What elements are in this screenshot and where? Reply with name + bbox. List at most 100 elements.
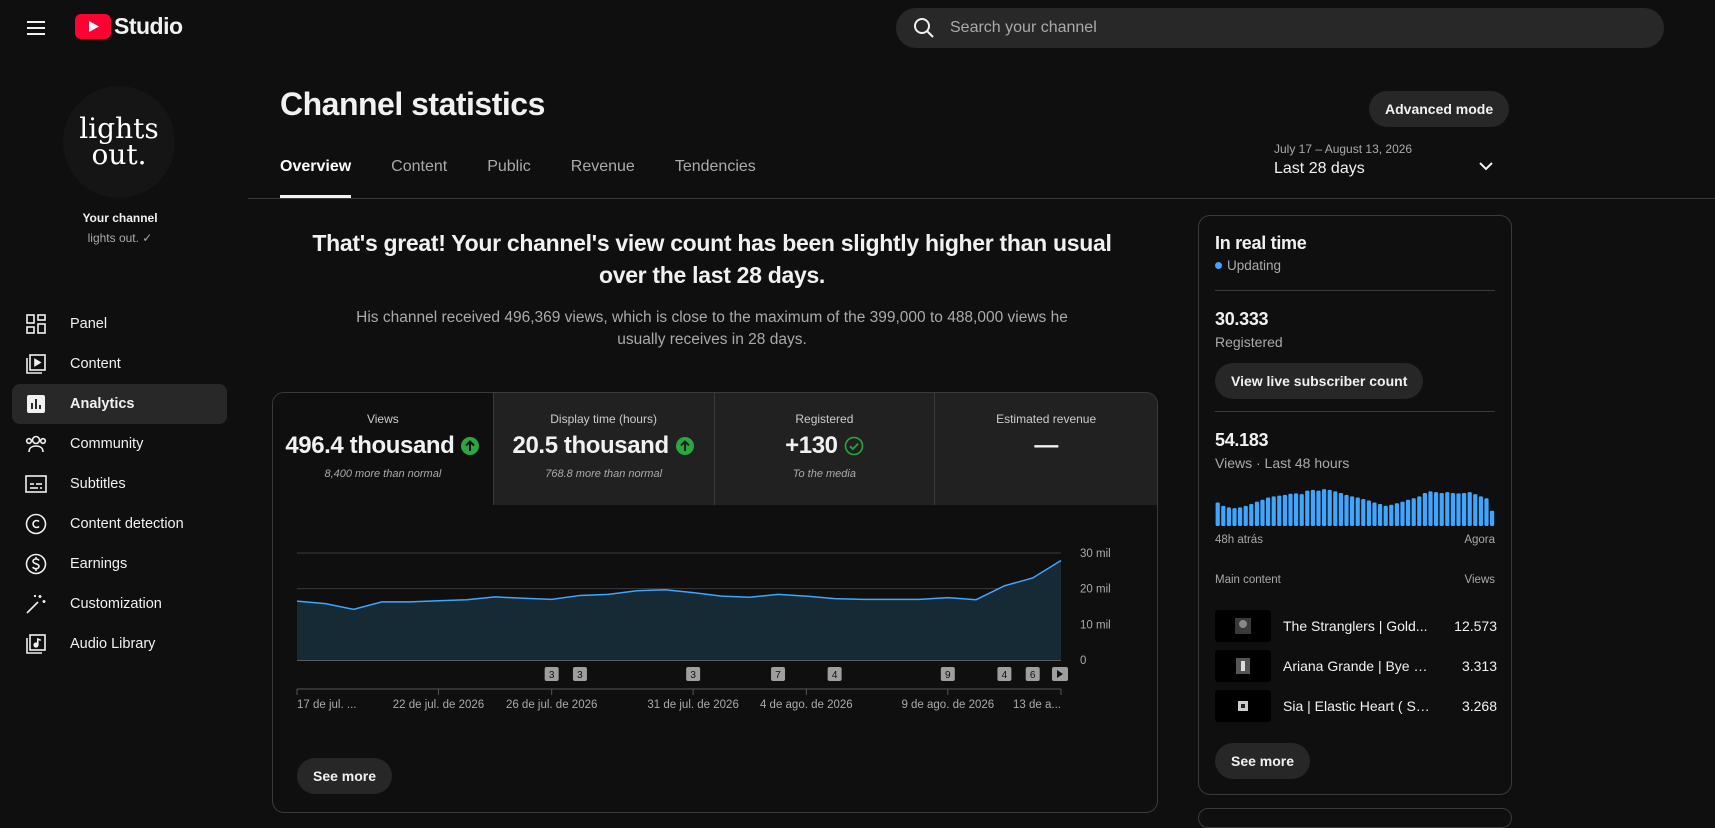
- realtime-bar: [1467, 492, 1472, 526]
- sidebar-item-label: Subtitles: [70, 476, 126, 492]
- realtime-bar: [1271, 496, 1276, 526]
- realtime-bar: [1389, 504, 1394, 526]
- tab-tendencies[interactable]: Tendencies: [674, 158, 756, 175]
- divider: [1215, 290, 1495, 291]
- realtime-views-label: Views · Last 48 hours: [1215, 455, 1350, 471]
- marker-badge: [827, 667, 842, 681]
- overview-card: Views 496.4 thousand 8,400 more than nor…: [272, 392, 1158, 813]
- divider: [1215, 411, 1495, 412]
- tab-public[interactable]: Public: [487, 158, 531, 175]
- insight-body: His channel received 496,369 views, whic…: [356, 309, 1068, 348]
- marker-badge: [1025, 667, 1040, 681]
- bars-left-label: 48h atrás: [1215, 534, 1263, 546]
- dollar-icon: [25, 553, 47, 575]
- sidebar-item-label: Content detection: [70, 516, 184, 532]
- studio-logo[interactable]: Studio: [75, 13, 183, 40]
- realtime-bar: [1221, 505, 1226, 526]
- realtime-bar: [1361, 499, 1366, 526]
- kpi-value: 20.5 thousand: [512, 432, 670, 459]
- date-range-selector[interactable]: July 17 – August 13, 2026 Last 28 days: [1274, 142, 1494, 178]
- realtime-bar: [1355, 497, 1360, 526]
- tab-overview[interactable]: Overview: [280, 158, 352, 198]
- kpi-display-time[interactable]: Display time (hours) 20.5 thousand 768.8…: [493, 393, 715, 505]
- top-content-item[interactable]: The Stranglers | Gold... 12.573: [1215, 609, 1497, 643]
- top-content-item[interactable]: Sia | Elastic Heart ( Slo... 3.268: [1215, 689, 1497, 723]
- avatar-text-line2: out.: [91, 138, 147, 171]
- page-title: Channel statistics: [280, 86, 545, 122]
- realtime-bar: [1266, 497, 1271, 526]
- sidebar-item-label: Content: [70, 356, 121, 372]
- realtime-bar: [1439, 492, 1444, 526]
- realtime-title: In real time: [1215, 233, 1307, 253]
- marker-label: 3: [577, 670, 583, 681]
- chevron-down-icon: [1479, 162, 1493, 171]
- sidebar-item-subtitles[interactable]: Subtitles: [12, 464, 227, 504]
- sidebar-item-customization[interactable]: Customization: [12, 584, 227, 624]
- search-icon[interactable]: [912, 16, 936, 40]
- realtime-status-text: Updating: [1227, 258, 1282, 273]
- realtime-bar: [1422, 492, 1427, 526]
- marker-badge: [771, 667, 786, 681]
- advanced-mode-button[interactable]: Advanced mode: [1369, 91, 1510, 127]
- sidebar-item-content[interactable]: Content: [12, 344, 227, 384]
- search-input[interactable]: [950, 19, 1610, 37]
- kpi-registered[interactable]: Registered +130 To the media: [714, 393, 936, 505]
- realtime-bar: [1473, 494, 1478, 526]
- x-tick-label: 9 de ago. de 2026: [901, 699, 994, 711]
- menu-icon[interactable]: [24, 16, 48, 40]
- tab-content[interactable]: Content: [391, 158, 448, 175]
- arrow-up-circle-icon: [675, 437, 694, 455]
- marker-badge: [572, 667, 587, 681]
- x-tick-label: 26 de jul. de 2026: [506, 699, 597, 711]
- kpi-estimated-revenue[interactable]: Estimated revenue —: [935, 393, 1157, 505]
- realtime-see-more-button[interactable]: See more: [1215, 743, 1311, 779]
- realtime-bar: [1316, 490, 1321, 526]
- sidebar-item-community[interactable]: Community: [12, 424, 227, 464]
- marker-label: 4: [832, 670, 838, 681]
- kpi-label: Display time (hours): [550, 412, 657, 426]
- sidebar-item-analytics[interactable]: Analytics: [12, 384, 227, 424]
- play-arrow-icon: [1057, 670, 1063, 678]
- bars-right-label: Agora: [1464, 534, 1495, 546]
- logo-text: Studio: [114, 13, 183, 39]
- subscriber-count: 30.333: [1215, 309, 1269, 329]
- sidebar-item-earnings[interactable]: Earnings: [12, 544, 227, 584]
- marker-badge: [940, 667, 955, 681]
- channel-title: Your channel: [82, 211, 158, 225]
- video-thumbnail: [1215, 610, 1271, 642]
- marker-label: 3: [690, 670, 696, 681]
- see-more-button[interactable]: See more: [297, 758, 393, 794]
- tab-revenue[interactable]: Revenue: [570, 158, 635, 175]
- realtime-views-count: 54.183: [1215, 430, 1269, 450]
- realtime-bar: [1226, 507, 1231, 526]
- realtime-bar: [1305, 490, 1310, 526]
- channel-avatar[interactable]: lights out.: [63, 86, 175, 198]
- sidebar-item-panel[interactable]: Panel: [12, 304, 227, 344]
- kpi-views[interactable]: Views 496.4 thousand 8,400 more than nor…: [273, 393, 494, 505]
- realtime-bar: [1366, 500, 1371, 526]
- x-tick-label: 17 de jul. ...: [297, 699, 356, 711]
- x-tick-label: 22 de jul. de 2026: [393, 699, 484, 711]
- sidebar-item-content-detection[interactable]: Content detection: [12, 504, 227, 544]
- realtime-bar: [1215, 502, 1220, 526]
- kpi-note: 8,400 more than normal: [324, 468, 442, 480]
- realtime-bar: [1294, 493, 1299, 526]
- realtime-bar: [1484, 498, 1489, 526]
- dashboard-icon: [26, 314, 46, 334]
- realtime-bar: [1400, 501, 1405, 526]
- top-content-item[interactable]: Ariana Grande | Bye (Al... 3.313: [1215, 649, 1497, 683]
- search-bar[interactable]: [896, 8, 1664, 48]
- realtime-bar: [1378, 503, 1383, 526]
- realtime-bar: [1338, 492, 1343, 526]
- realtime-panel: In real time Updating 30.333 Registered …: [1198, 215, 1512, 795]
- x-tick-label: 13 de a...: [1013, 699, 1061, 711]
- live-dot-icon: [1215, 262, 1222, 269]
- view-live-subscriber-count-button[interactable]: View live subscriber count: [1215, 363, 1424, 399]
- sidebar-item-audio-library[interactable]: Audio Library: [12, 624, 227, 664]
- realtime-bar: [1282, 494, 1287, 526]
- realtime-bar: [1232, 508, 1237, 526]
- sidebar-item-label: Analytics: [70, 396, 135, 412]
- realtime-bar: [1333, 491, 1338, 526]
- marker-label: 3: [549, 670, 555, 681]
- realtime-bar: [1383, 505, 1388, 526]
